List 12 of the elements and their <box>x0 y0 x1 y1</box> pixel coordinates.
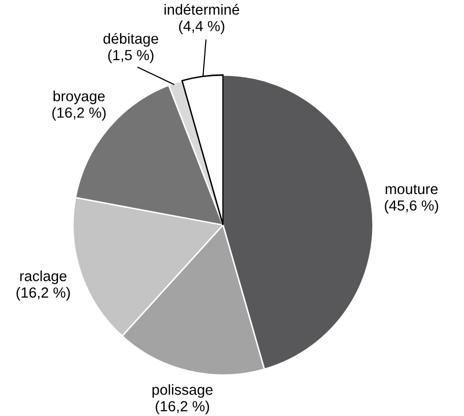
data-label: (16,2 %) <box>52 107 106 121</box>
slice-label: polissage <box>152 384 213 398</box>
slice-label: mouture <box>386 184 438 194</box>
data-label: (1,5 %) <box>108 50 154 64</box>
slice-label: raclage <box>20 270 66 284</box>
data-label: (4,4 %) <box>179 20 224 34</box>
slice-label: broyage <box>54 90 105 104</box>
data-label: (45,6 %) <box>384 200 438 214</box>
slice-label: débitage <box>103 32 158 47</box>
data-label: (16,2 %) <box>156 400 210 414</box>
slice-label: indéterminé <box>164 4 240 15</box>
data-label: (16,2 %) <box>16 287 70 301</box>
